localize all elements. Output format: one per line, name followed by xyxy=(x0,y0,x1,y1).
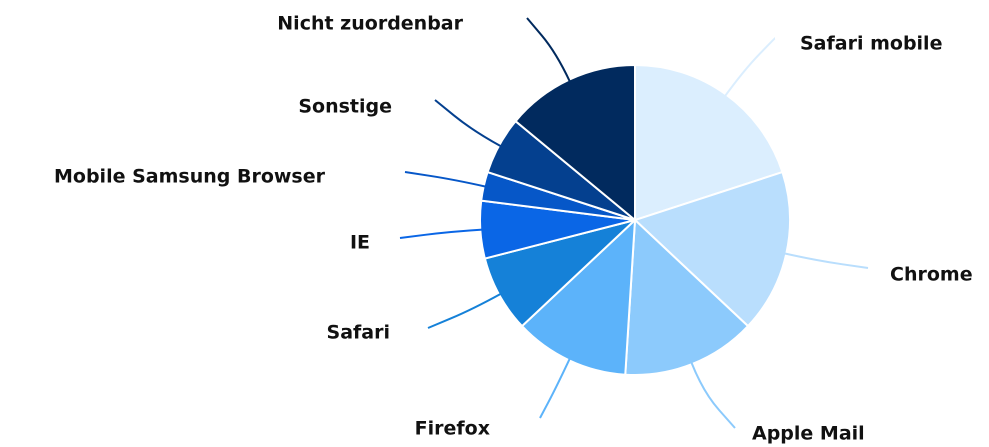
slice-label: Safari mobile xyxy=(800,33,942,55)
leader-line xyxy=(539,358,571,419)
leader-line xyxy=(434,99,502,148)
slice-label: Safari xyxy=(327,322,390,344)
slice-label: Firefox xyxy=(415,418,490,440)
leader-line xyxy=(784,252,869,269)
slice-label: Apple Mail xyxy=(752,423,865,445)
leader-line xyxy=(690,361,736,429)
leader-line xyxy=(399,228,483,239)
slice-label: Nicht zuordenbar xyxy=(277,13,463,35)
leader-line xyxy=(724,37,776,97)
slice-label: IE xyxy=(350,232,370,254)
slice-label: Chrome xyxy=(890,264,973,286)
slice-label: Mobile Samsung Browser xyxy=(54,166,326,188)
leader-line xyxy=(404,171,486,188)
slice-label: Sonstige xyxy=(298,96,392,118)
leader-line xyxy=(427,292,502,329)
leader-line xyxy=(526,17,571,82)
